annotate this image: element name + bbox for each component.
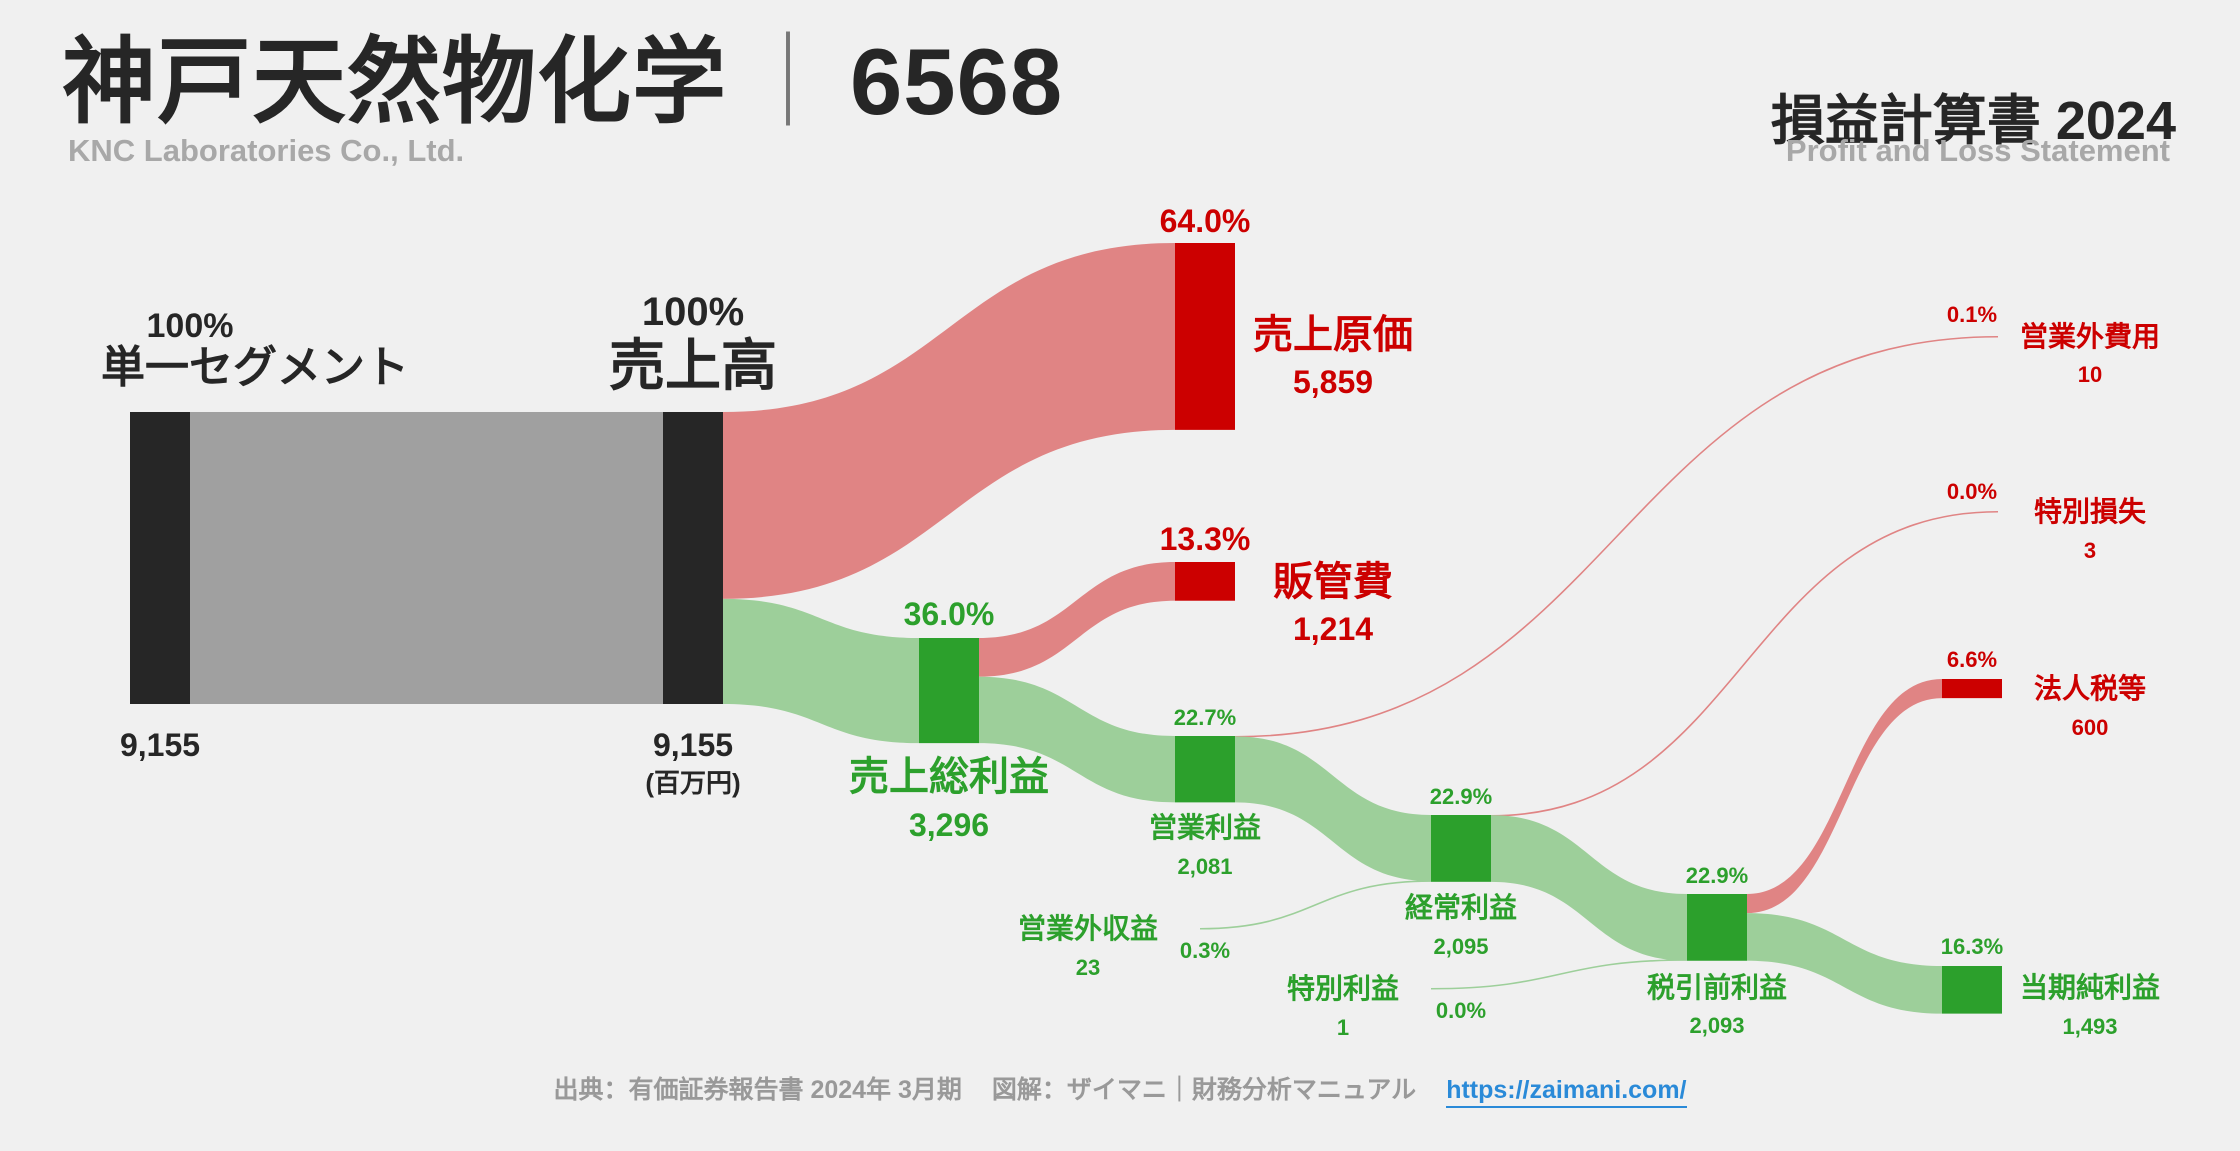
link-ordinary-to-pretax xyxy=(1491,815,1687,961)
pct-label-pretax: 22.9% xyxy=(1686,863,1748,888)
value-label-revenue: 9,155 xyxy=(653,727,733,763)
node-net xyxy=(1942,966,2002,1014)
pct-label-sga: 13.3% xyxy=(1160,521,1251,557)
footer: 出典：有価証券報告書 2024年 3月期 図解：ザイマニ｜財務分析マニュアル htt… xyxy=(0,1070,2240,1108)
value-label-ext_gain: 1 xyxy=(1337,1015,1349,1040)
name-label-nonop_exp: 営業外費用 xyxy=(2020,321,2160,352)
pct-label-gross: 36.0% xyxy=(904,596,995,632)
node-cogs xyxy=(1175,243,1235,430)
pct-label-cogs: 64.0% xyxy=(1160,203,1251,239)
value-label-tax: 600 xyxy=(2072,715,2109,740)
name-label-gross: 売上総利益 xyxy=(849,755,1049,799)
link-nonop_inc-to-ordinary xyxy=(1199,880,1432,930)
name-label-ext_loss: 特別損失 xyxy=(2034,496,2147,527)
pct-label-op: 22.7% xyxy=(1174,705,1236,730)
name-label-sga: 販管費 xyxy=(1273,560,1393,604)
link-op-to-nonop_exp xyxy=(1234,335,1999,738)
link-revenue-to-cogs xyxy=(723,243,1175,599)
pct-label-tax: 6.6% xyxy=(1947,647,1997,672)
name-label-net: 当期純利益 xyxy=(2020,972,2160,1003)
node-segment xyxy=(130,412,190,704)
footer-url-link[interactable]: https://zaimani.com/ xyxy=(1446,1076,1687,1108)
pct-label-segment: 100% xyxy=(147,307,234,345)
name-label-ordinary: 経常利益 xyxy=(1405,891,1517,923)
name-label-cogs: 売上原価 xyxy=(1253,313,1413,357)
link-op-to-ordinary xyxy=(1235,736,1431,882)
unit-label: (百万円) xyxy=(645,768,740,798)
link-ordinary-to-ext_loss xyxy=(1490,510,1999,817)
statement-title: 損益計算書 2024 xyxy=(1770,91,2176,151)
value-label-segment: 9,155 xyxy=(120,727,200,763)
pct-label-revenue: 100% xyxy=(642,290,744,334)
value-label-ordinary: 2,095 xyxy=(1433,934,1488,959)
name-label-tax: 法人税等 xyxy=(2034,672,2146,704)
company-name: 神戸天然物化学 xyxy=(62,29,728,134)
pct-label-nonop_exp: 0.1% xyxy=(1947,302,1997,327)
value-label-pretax: 2,093 xyxy=(1689,1013,1744,1038)
value-label-net: 1,493 xyxy=(2062,1014,2117,1039)
pct-label-net: 16.3% xyxy=(1941,934,2003,959)
page-title: 神戸天然物化学｜ 6568 xyxy=(62,30,1063,133)
node-ordinary xyxy=(1431,815,1491,882)
title-separator: ｜ xyxy=(741,29,837,134)
link-revenue-to-gross xyxy=(723,598,919,744)
link-pretax-to-tax xyxy=(1747,679,1942,914)
footer-credit: 図解：ザイマニ｜財務分析マニュアル xyxy=(991,1076,1417,1104)
value-label-sga: 1,214 xyxy=(1293,611,1373,647)
pct-label-ext_gain: 0.0% xyxy=(1436,998,1486,1023)
name-label-ext_gain: 特別利益 xyxy=(1287,973,1399,1004)
link-pretax-to-net xyxy=(1747,913,1942,1014)
pct-label-nonop_inc: 0.3% xyxy=(1180,938,1230,963)
link-segment-to-revenue xyxy=(190,412,663,704)
value-label-nonop_inc: 23 xyxy=(1076,955,1100,980)
value-label-gross: 3,296 xyxy=(909,807,989,843)
link-gross-to-sga xyxy=(979,562,1175,677)
pct-label-ordinary: 22.9% xyxy=(1430,784,1492,809)
node-sga xyxy=(1175,562,1235,601)
company-name-en: KNC Laboratories Co., Ltd. xyxy=(68,133,465,168)
node-tax xyxy=(1942,679,2002,699)
link-ext_gain-to-pretax xyxy=(1430,959,1688,990)
node-pretax xyxy=(1687,894,1747,961)
sankey-links xyxy=(190,243,1999,1014)
value-label-nonop_exp: 10 xyxy=(2078,362,2102,387)
node-revenue xyxy=(663,412,723,704)
sankey-nodes xyxy=(130,243,2002,1014)
value-label-ext_loss: 3 xyxy=(2084,538,2096,563)
name-label-segment: 単一セグメント xyxy=(101,343,409,392)
statement-subtitle: Profit and Loss Statement xyxy=(1785,133,2170,168)
value-label-cogs: 5,859 xyxy=(1293,364,1373,400)
pct-label-ext_loss: 0.0% xyxy=(1947,479,1997,504)
link-gross-to-op xyxy=(979,676,1175,803)
node-op xyxy=(1175,736,1235,803)
name-label-pretax: 税引前利益 xyxy=(1647,971,1787,1003)
stock-code: 6568 xyxy=(850,29,1064,134)
sankey-labels: 100%単一セグメント9,155100%売上高9,15564.0%売上原価5,8… xyxy=(101,203,2160,1040)
name-label-op: 営業利益 xyxy=(1149,812,1261,843)
value-label-op: 2,081 xyxy=(1177,854,1232,879)
footer-source: 出典：有価証券報告書 2024年 3月期 xyxy=(553,1076,962,1104)
node-gross xyxy=(919,638,979,744)
name-label-nonop_inc: 営業外収益 xyxy=(1018,913,1158,944)
name-label-revenue: 売上高 xyxy=(609,334,777,397)
